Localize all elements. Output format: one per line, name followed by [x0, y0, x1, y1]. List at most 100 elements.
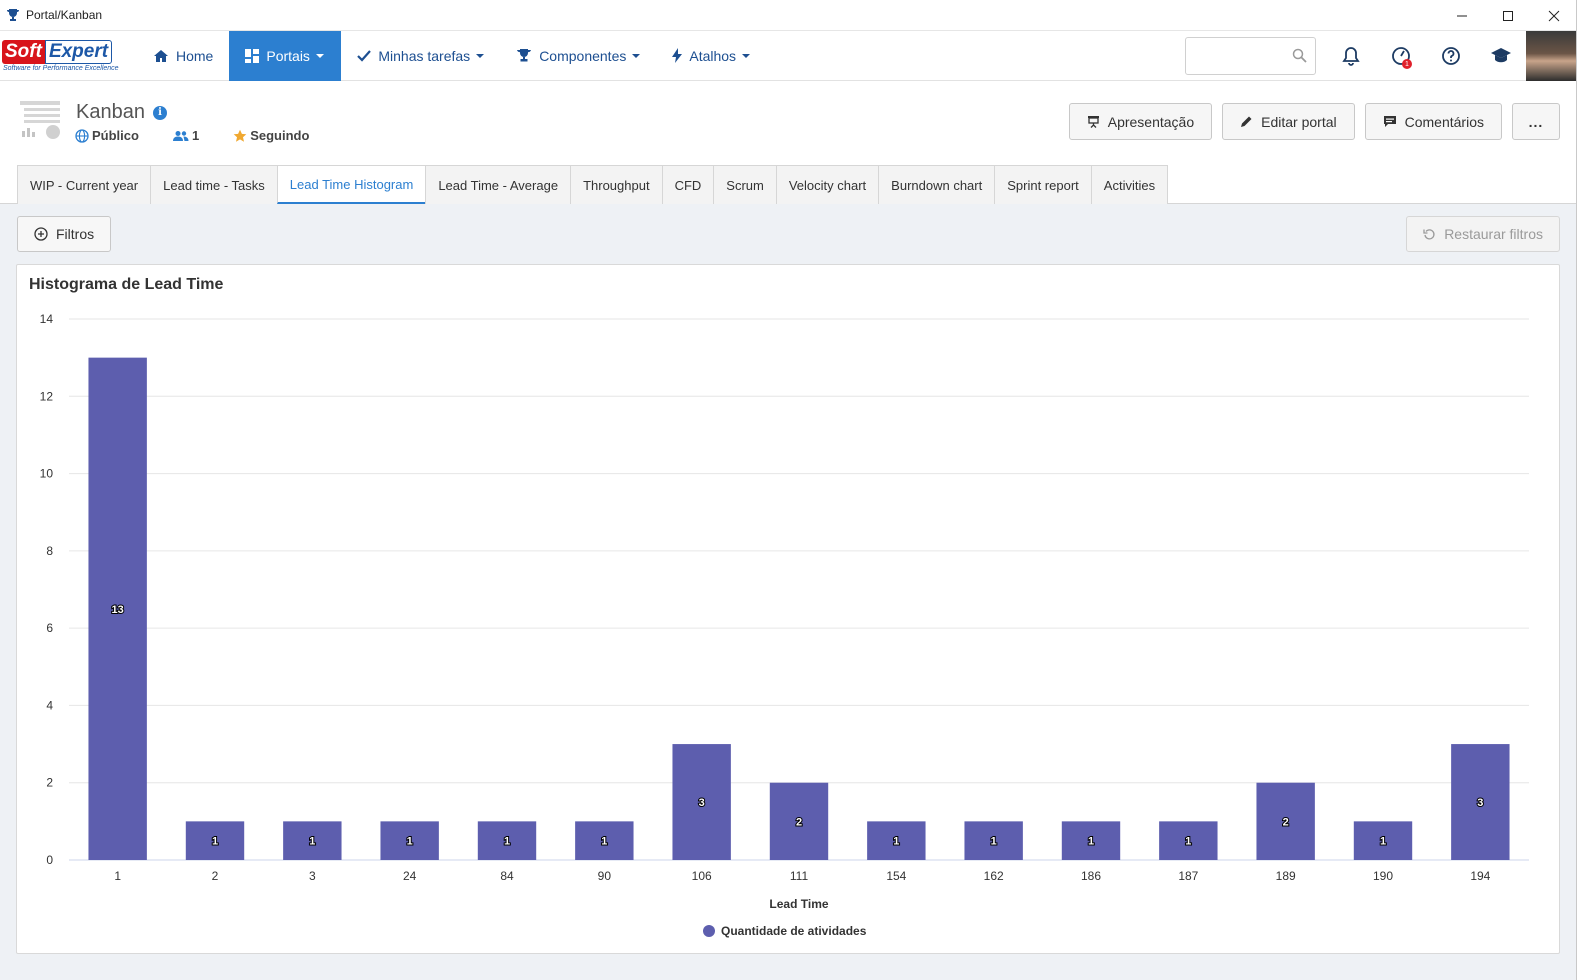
plus-circle-icon	[34, 227, 48, 241]
y-tick-label: 6	[46, 621, 53, 635]
star-icon	[233, 129, 247, 142]
visibility-status: Público	[75, 128, 139, 143]
histogram-bar	[1353, 821, 1413, 860]
histogram-bar	[1159, 821, 1218, 860]
histogram-bar	[283, 821, 342, 860]
x-tick-label: 3	[309, 869, 316, 883]
help-button[interactable]	[1426, 31, 1476, 81]
top-navigation: Soft Expert Software for Performance Exce…	[0, 30, 1577, 81]
close-button[interactable]	[1531, 0, 1577, 31]
bar-data-label: 1	[504, 836, 510, 848]
y-tick-label: 14	[40, 312, 54, 326]
bar-data-label: 1	[991, 836, 997, 848]
members-count[interactable]: 1	[172, 128, 200, 143]
members-label: 1	[191, 128, 200, 143]
pencil-icon	[1241, 116, 1252, 127]
nav-atalhos[interactable]: Atalhos	[656, 31, 766, 81]
search-icon	[1292, 48, 1307, 68]
x-tick-label: 90	[598, 869, 612, 883]
bar-data-label: 1	[1088, 836, 1094, 848]
presentation-button[interactable]: Apresentação	[1068, 103, 1213, 140]
bar-data-label: 3	[1477, 797, 1483, 809]
histogram-bar	[964, 821, 1023, 860]
maximize-button[interactable]	[1485, 0, 1531, 31]
check-icon	[357, 49, 372, 62]
bar-data-label: 1	[1380, 836, 1386, 848]
home-icon	[153, 49, 169, 63]
x-tick-label: 154	[886, 869, 906, 883]
x-tick-label: 162	[984, 869, 1004, 883]
learning-button[interactable]	[1476, 31, 1526, 81]
info-icon[interactable]: i	[152, 105, 167, 120]
follow-toggle[interactable]: Seguindo	[233, 128, 309, 143]
bar-data-label: 1	[601, 836, 607, 848]
histogram-bar	[575, 821, 634, 860]
bar-data-label: 1	[212, 836, 218, 848]
softexpert-logo[interactable]: Soft Expert Software for Performance Exce…	[0, 31, 135, 81]
more-options-button[interactable]: ...	[1512, 103, 1560, 140]
logo-soft: Soft	[2, 39, 45, 64]
comments-button[interactable]: Comentários	[1364, 103, 1502, 140]
x-tick-label: 187	[1178, 869, 1198, 883]
tab-cfd[interactable]: CFD	[661, 165, 715, 204]
avatar[interactable]	[1526, 31, 1577, 81]
page-title: Kanban i	[76, 101, 167, 124]
x-tick-label: 186	[1081, 869, 1101, 883]
x-tick-label: 194	[1470, 869, 1490, 883]
nav-minhas-tarefas-label: Minhas tarefas	[378, 47, 471, 64]
y-tick-label: 0	[46, 853, 53, 867]
activity-button[interactable]: 1	[1376, 31, 1426, 81]
presentation-icon	[1087, 116, 1099, 128]
tab-lead-time-tasks[interactable]: Lead time - Tasks	[150, 165, 278, 204]
x-tick-label: 111	[790, 869, 809, 883]
filters-button[interactable]: Filtros	[17, 216, 112, 252]
x-tick-label: 190	[1373, 869, 1393, 883]
tab-throughput[interactable]: Throughput	[570, 165, 663, 204]
nav-portais[interactable]: Portais	[229, 30, 342, 81]
nav-minhas-tarefas[interactable]: Minhas tarefas	[341, 31, 500, 81]
lead-time-histogram-card: Histograma de Lead Time 0 2 4 6 8 10 12 14 13 1 1 2…	[16, 264, 1560, 954]
bar-data-label: 1	[407, 836, 413, 848]
bell-icon	[1342, 47, 1360, 66]
x-axis-label: Lead Time	[769, 897, 828, 911]
histogram-bar	[867, 821, 926, 860]
y-tick-label: 8	[46, 544, 53, 558]
globe-icon	[75, 128, 89, 143]
tab-lead-time-average[interactable]: Lead Time - Average	[425, 165, 572, 204]
edit-portal-button[interactable]: Editar portal	[1222, 103, 1355, 140]
bar-data-label: 3	[699, 797, 705, 809]
logo-wordmark: Soft Expert	[2, 39, 135, 64]
restore-filters-button[interactable]: Restaurar filtros	[1406, 216, 1560, 252]
bar-data-label: 13	[112, 604, 124, 616]
tab-sprint-report[interactable]: Sprint report	[994, 165, 1092, 204]
histogram-bar	[380, 821, 439, 860]
tab-velocity-chart[interactable]: Velocity chart	[775, 165, 880, 204]
presentation-label: Apresentação	[1107, 113, 1195, 130]
tab-lead-time-histogram[interactable]: Lead Time Histogram	[276, 165, 427, 204]
tab-wip-current-year[interactable]: WIP - Current year	[17, 165, 152, 204]
search-input[interactable]	[1185, 37, 1316, 75]
bar-data-label: 1	[309, 836, 315, 848]
follow-label: Seguindo	[250, 128, 310, 143]
nav-home-label: Home	[176, 47, 214, 64]
nav-componentes[interactable]: Componentes	[500, 31, 656, 81]
tab-burndown-chart[interactable]: Burndown chart	[878, 165, 996, 204]
x-tick-label: 1	[114, 869, 121, 883]
tab-scrum[interactable]: Scrum	[713, 165, 777, 204]
notifications-button[interactable]	[1326, 31, 1376, 81]
portal-header: Kanban i Público 1 Seguindo Apresentação…	[0, 81, 1577, 165]
y-tick-label: 2	[46, 776, 53, 790]
minimize-button[interactable]	[1439, 0, 1485, 31]
chevron-down-icon	[315, 53, 324, 58]
dashboard-icon	[245, 48, 260, 63]
histogram-bar	[672, 744, 731, 860]
nav-componentes-label: Componentes	[539, 47, 627, 64]
logo-tagline: Software for Performance Excellence	[3, 64, 119, 72]
bolt-icon	[672, 48, 683, 63]
nav-home[interactable]: Home	[137, 31, 229, 81]
histogram-chart: 0246810121413112131241841903106211111541…	[40, 312, 1529, 938]
gauge-icon	[1392, 47, 1410, 65]
histogram-bar	[1451, 744, 1510, 860]
portal-meta: Público 1 Seguindo	[75, 128, 343, 143]
tab-activities[interactable]: Activities	[1090, 165, 1169, 204]
